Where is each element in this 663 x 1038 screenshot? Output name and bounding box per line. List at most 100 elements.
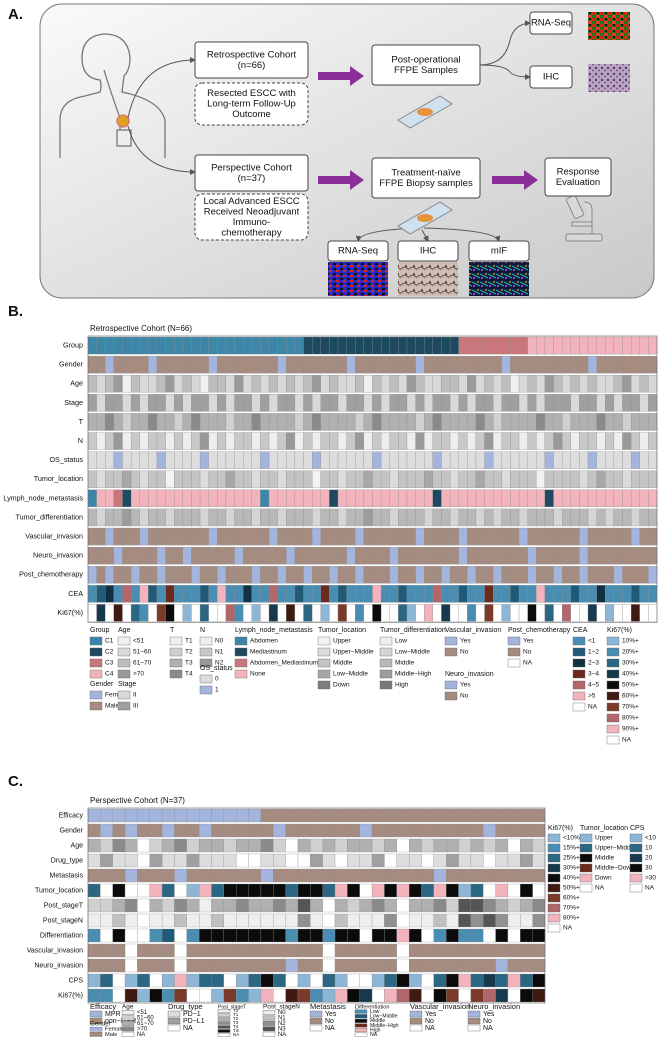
legend-swatch — [89, 1017, 103, 1025]
heatmap-cell — [518, 489, 528, 508]
heatmap-cell — [243, 336, 252, 355]
heatmap-cell — [570, 604, 580, 622]
heatmap-cell — [199, 913, 212, 928]
heatmap-cell — [630, 546, 640, 565]
heatmap-cell — [174, 604, 183, 622]
heatmap-cell — [470, 883, 484, 898]
row-label: OS_status — [49, 455, 83, 464]
heatmap-cell — [475, 336, 485, 355]
heatmap-cell — [579, 355, 589, 374]
purple-arrows — [318, 66, 538, 190]
heatmap-cell — [112, 898, 126, 913]
heatmap-cell — [139, 451, 149, 469]
heatmap-cell — [458, 355, 468, 374]
heatmap-cell — [217, 527, 227, 546]
heatmap-cell — [483, 973, 496, 988]
heatmap-cell — [579, 585, 589, 603]
heatmap-cell — [137, 913, 150, 928]
heatmap-cell — [248, 913, 262, 928]
heatmap-cell — [199, 375, 209, 393]
heatmap-cell — [182, 413, 192, 431]
heatmap-cell — [433, 973, 447, 988]
heatmap-cell — [433, 853, 447, 868]
heatmap-cell — [408, 868, 422, 883]
heatmap-cell — [174, 451, 183, 469]
heatmap-cell — [186, 973, 200, 988]
heatmap-cell — [294, 604, 304, 622]
heatmap-cell — [355, 470, 365, 488]
heatmap-cell — [441, 508, 451, 527]
heatmap-cell — [380, 508, 390, 527]
heatmap-cell — [139, 413, 149, 431]
heatmap-cell — [122, 413, 132, 431]
heatmap-cell — [248, 823, 262, 838]
heatmap-cell — [483, 868, 496, 883]
heatmap-cell — [475, 451, 485, 469]
heatmap-cell — [329, 451, 339, 469]
heatmap-cell — [322, 868, 336, 883]
heatmap-cell — [398, 566, 408, 584]
heatmap-cell — [236, 973, 249, 988]
heatmap-cell — [248, 943, 262, 958]
heatmap-cell — [122, 604, 132, 622]
heatmap-cell — [470, 853, 484, 868]
heatmap-cell — [648, 546, 658, 565]
legend-title: Age — [118, 627, 131, 634]
legend-label: High — [370, 1027, 381, 1033]
legend-swatch — [606, 636, 620, 646]
heatmap-cell — [396, 928, 410, 943]
legend-title: CEA — [573, 627, 588, 634]
heatmap-cell — [389, 470, 399, 488]
heatmap-cell — [510, 508, 520, 527]
heatmap-cell — [639, 355, 649, 374]
heatmap-cell — [251, 413, 261, 431]
heatmap-cell — [433, 898, 447, 913]
heatmap-cell — [562, 432, 571, 450]
heatmap-cell — [96, 413, 106, 431]
heatmap-cell — [156, 394, 166, 412]
heatmap-cell — [507, 808, 521, 823]
heatmap-cell — [347, 973, 360, 988]
legend-swatch — [409, 1024, 423, 1032]
heatmap-cell — [87, 808, 101, 823]
legend-title: T — [170, 627, 175, 634]
heatmap-cell — [208, 566, 218, 584]
heatmap-cell — [389, 527, 399, 546]
heatmap-cell — [613, 413, 623, 431]
heatmap-cell — [122, 336, 132, 355]
heatmap-cell — [415, 566, 425, 584]
legend-swatch — [606, 680, 620, 690]
heatmap-cell — [579, 546, 589, 565]
heatmap-cell — [484, 527, 494, 546]
heatmap-cell — [363, 489, 373, 508]
heatmap-cell — [100, 973, 113, 988]
heatmap-cell — [532, 823, 546, 838]
heatmap-cell — [622, 451, 632, 469]
heatmap-cell — [320, 451, 330, 469]
heatmap-cell — [483, 988, 496, 1003]
heatmap-cell — [363, 336, 373, 355]
heatmap-cell — [432, 336, 442, 355]
heatmap-cell — [570, 489, 580, 508]
heatmap-cell — [363, 546, 373, 565]
heatmap-cell — [329, 470, 339, 488]
row-label: Post_chemotherapy — [19, 570, 83, 579]
heatmap-cell — [329, 336, 339, 355]
heatmap-cell — [458, 823, 472, 838]
heatmap-cell — [536, 451, 546, 469]
heatmap-cell — [236, 988, 249, 1003]
legend-label: None — [250, 671, 266, 678]
heatmap-cell — [398, 375, 408, 393]
heatmap-cell — [596, 508, 606, 527]
heatmap-cell — [87, 451, 97, 469]
heatmap-cell — [139, 336, 149, 355]
heatmap-cell — [337, 355, 347, 374]
heatmap-cell — [347, 883, 360, 898]
heatmap-cell — [182, 394, 192, 412]
heatmap-cell — [347, 913, 360, 928]
heatmap-cell — [225, 527, 235, 546]
row-label: Neuro_invasion — [33, 551, 83, 560]
legend-label: NA — [563, 925, 573, 932]
heatmap-cell — [113, 413, 123, 431]
heatmap-cell — [329, 413, 339, 431]
